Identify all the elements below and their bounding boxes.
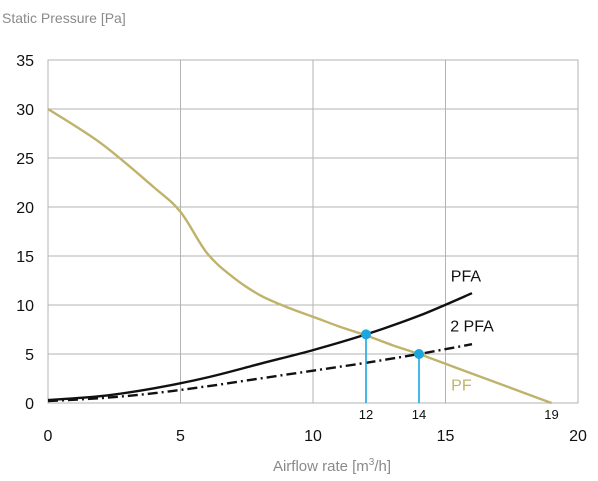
series (47, 107, 552, 405)
x-axis-title: Airflow rate [m3/h] (273, 457, 391, 475)
series-labels: PF PFA 2 PFA (450, 268, 494, 394)
y-tick-label: 35 (16, 53, 34, 70)
extra-x-label: 19 (544, 407, 558, 422)
x-axis-title-main: Airflow rate [m (273, 458, 369, 475)
grid (47, 59, 579, 404)
y-tick-label: 25 (16, 151, 34, 168)
y-tick-labels: 0 5 10 15 20 25 30 35 (16, 53, 34, 413)
series-label-pf: PF (451, 377, 472, 394)
series-label-pfa: PFA (451, 268, 482, 285)
y-tick-label: 15 (16, 249, 34, 266)
intersection-point (414, 349, 424, 359)
y-tick-label: 30 (16, 102, 34, 119)
series-line-2-pfa (47, 343, 473, 403)
y-tick-label: 0 (25, 396, 34, 413)
x-axis-title-sup: 3 (369, 457, 375, 468)
y-tick-label: 10 (16, 298, 34, 315)
intersection-x-label: 12 (359, 407, 373, 422)
x-tick-label: 15 (437, 428, 455, 445)
x-tick-label: 10 (304, 428, 322, 445)
x-tick-label: 5 (176, 428, 185, 445)
series-line-pfa (47, 292, 473, 402)
intersection-markers: 12 14 19 (359, 329, 559, 422)
intersection-point (361, 329, 371, 340)
x-tick-label: 0 (44, 428, 53, 445)
x-tick-labels: 0 5 10 15 20 (44, 428, 587, 445)
y-axis-title: Static Pressure [Pa] (2, 10, 126, 26)
intersection-x-label: 14 (412, 407, 426, 422)
series-line-pf (47, 107, 552, 405)
y-tick-label: 5 (25, 347, 34, 364)
y-tick-label: 20 (16, 200, 34, 217)
x-axis-title-tail: /h] (374, 458, 391, 475)
series-label-2-pfa: 2 PFA (450, 318, 494, 335)
x-tick-label: 20 (569, 428, 587, 445)
